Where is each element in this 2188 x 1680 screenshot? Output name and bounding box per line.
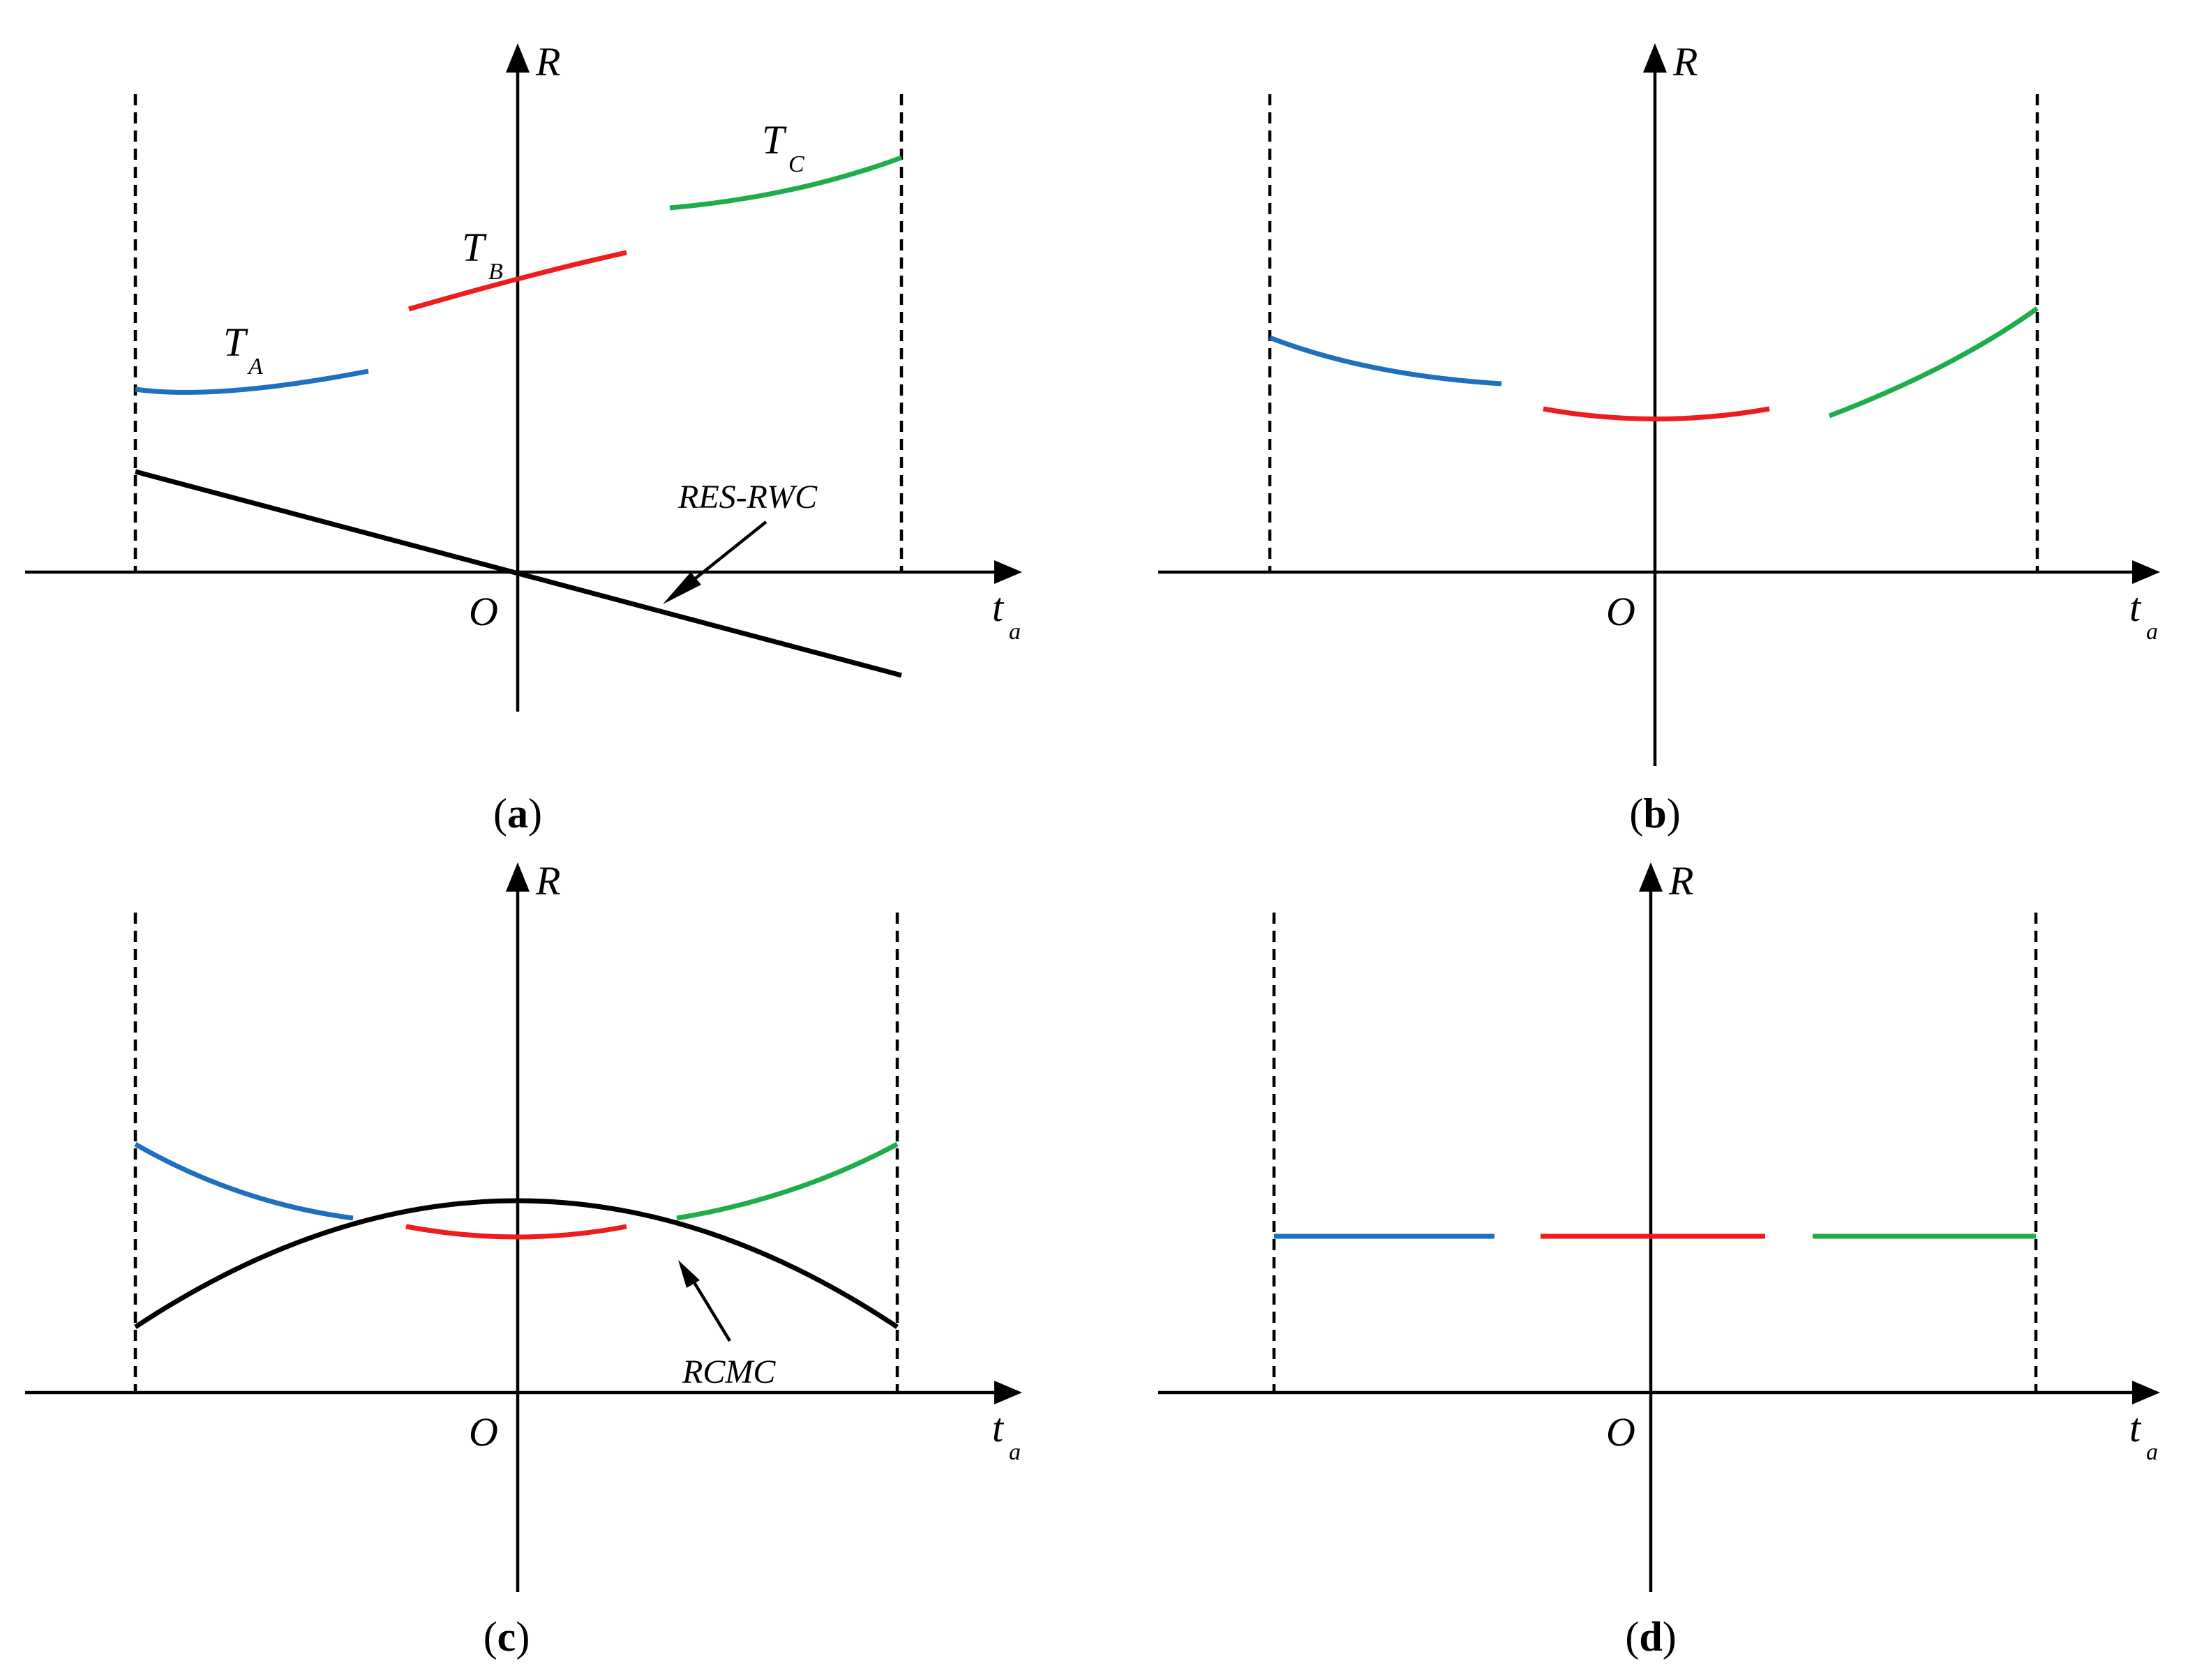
target-c-trajectory (669, 155, 903, 211)
panel-d: R t a O (d) (1158, 858, 2160, 1660)
t-axis-subscript: a (2146, 1439, 2158, 1465)
origin-label: O (469, 1409, 498, 1455)
panel-caption: (b) (1629, 790, 1680, 837)
target-a-trajectory (134, 1141, 354, 1221)
origin-label: O (469, 589, 498, 634)
r-axis-label: R (535, 39, 560, 84)
svg-text:C: C (788, 151, 804, 177)
r-axis-arrow-icon (506, 43, 530, 73)
target-b-trajectory (405, 1224, 627, 1240)
target-b-label: T B (462, 225, 503, 285)
svg-text:T: T (462, 225, 487, 270)
target-c-trajectory (676, 1141, 899, 1221)
r-axis-label: R (1672, 39, 1698, 84)
panel-caption: (c) (484, 1614, 530, 1660)
r-axis-arrow-icon (506, 862, 530, 892)
annotation-arrow-icon (678, 1260, 700, 1288)
t-axis-arrow-icon (2132, 560, 2160, 584)
t-axis-subscript: a (1009, 1439, 1021, 1465)
target-c-trajectory (1828, 306, 2039, 419)
t-axis-label: t (992, 585, 1005, 630)
panel-caption: (a) (493, 790, 542, 837)
svg-text:A: A (247, 354, 263, 380)
t-axis-arrow-icon (994, 1381, 1022, 1404)
svg-text:B: B (488, 259, 503, 285)
res-rwc-line (135, 469, 902, 678)
target-a-trajectory (135, 368, 369, 395)
panel-a: RES-RWC R t a O T A T B T C (a) (25, 39, 1022, 837)
t-axis-label: t (2129, 1405, 2142, 1450)
t-axis-subscript: a (1009, 619, 1021, 645)
r-axis-arrow-icon (1639, 862, 1663, 892)
r-axis-label: R (535, 858, 560, 903)
svg-text:T: T (762, 117, 787, 163)
t-axis-arrow-icon (2132, 1381, 2160, 1404)
target-a-trajectory (1268, 335, 1502, 387)
panel-c: RCMC R t a O (c) (25, 858, 1022, 1660)
target-b-trajectory (408, 250, 627, 312)
target-b-trajectory (1543, 406, 1770, 421)
target-a-label: T A (223, 320, 263, 380)
t-axis-arrow-icon (994, 560, 1022, 584)
annotation-pointer (689, 1275, 731, 1342)
panel-b: R t a O (b) (1158, 39, 2160, 837)
target-c-label: T C (762, 117, 804, 177)
r-axis-arrow-icon (1643, 43, 1667, 73)
svg-text:T: T (223, 320, 248, 365)
res-rwc-annotation: RES-RWC (677, 479, 818, 516)
origin-label: O (1606, 1409, 1635, 1455)
rcmc-annotation: RCMC (682, 1353, 776, 1390)
origin-label: O (1606, 589, 1635, 634)
panel-caption: (d) (1625, 1614, 1676, 1660)
r-axis-label: R (1668, 858, 1693, 903)
annotation-arrow-icon (663, 572, 701, 604)
t-axis-label: t (2129, 585, 2142, 630)
rcmc-curve (134, 1198, 899, 1329)
t-axis-label: t (992, 1405, 1005, 1450)
t-axis-subscript: a (2146, 619, 2158, 645)
